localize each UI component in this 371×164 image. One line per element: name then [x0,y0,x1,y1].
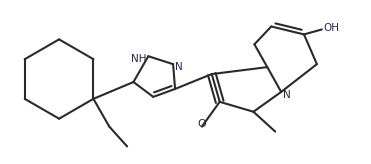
Text: OH: OH [324,23,340,33]
Text: NH: NH [131,54,146,64]
Text: N: N [175,62,183,72]
Text: N: N [283,90,291,100]
Text: O: O [197,119,206,129]
